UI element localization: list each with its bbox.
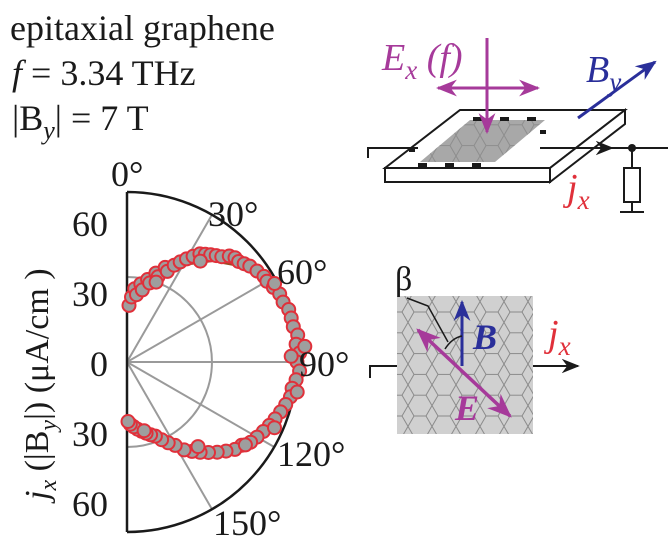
data-point	[297, 338, 313, 354]
data-point	[190, 439, 206, 455]
data-point	[237, 437, 253, 453]
b-vec-label: B	[472, 317, 497, 357]
grid-spoke-60	[126, 276, 275, 363]
data-point	[267, 420, 282, 436]
ex-label: Ex (f)	[381, 37, 463, 85]
grid-spoke-30	[126, 214, 213, 363]
data-point	[267, 276, 283, 291]
angle-tick-0: 0°	[111, 154, 143, 194]
radial-tick-upper: 0	[90, 344, 108, 384]
radial-tick-lower: 60	[72, 484, 108, 524]
left-lead	[367, 147, 418, 158]
contacts	[409, 117, 546, 167]
angle-tick-60: 60°	[277, 252, 327, 292]
beta-arc	[444, 335, 463, 350]
e-vec-label: E	[454, 388, 479, 428]
e-vector	[416, 328, 512, 418]
angle-tick-30: 30°	[208, 194, 258, 234]
inset-left-lead	[369, 365, 397, 378]
by-arrow	[577, 60, 657, 120]
radial-tick-upper: 30	[72, 274, 108, 314]
data-point	[192, 253, 208, 269]
angle-tick-150: 150°	[213, 503, 281, 543]
data-point	[283, 348, 299, 364]
data-points	[120, 246, 313, 460]
caption-field: |By| = 7 T	[12, 98, 149, 145]
beta-leader	[406, 297, 449, 343]
jx-label: jx	[562, 167, 590, 215]
grid-spoke-120	[126, 361, 275, 448]
angle-tick-120: 120°	[277, 434, 345, 474]
radial-tick-lower: 30	[72, 414, 108, 454]
radial-tick-labels: 60 30 0 30 60	[72, 204, 108, 524]
data-point	[120, 414, 136, 429]
vector-inset: β B E jx	[369, 261, 580, 434]
setup-schematic: Ex (f) By jx	[367, 37, 668, 215]
data-point	[289, 384, 305, 400]
caption-frequency: f = 3.34 THz	[12, 53, 196, 93]
sample-slab-front	[384, 167, 551, 183]
radial-tick-upper: 60	[72, 204, 108, 244]
inset-jx-label: jx	[543, 313, 571, 361]
data-point	[148, 274, 164, 290]
polar-plot: 0° 30° 60° 90° 120° 150° 60 30 0 30 60 jx (|By|) …	[19, 154, 349, 543]
radial-axis-label: jx (|By|) (μA/cm )	[19, 268, 62, 504]
load-resistor	[623, 167, 641, 203]
by-label: By	[586, 49, 621, 97]
caption-line1: epitaxial graphene	[10, 8, 275, 48]
data-point	[136, 423, 152, 439]
beta-label: β	[395, 261, 412, 298]
sample-slab-side	[549, 107, 626, 185]
caption: epitaxial graphene f = 3.34 THz |By| = 7…	[10, 8, 275, 145]
angle-tick-90: 90°	[299, 344, 349, 384]
angle-tick-labels: 0° 30° 60° 90° 120° 150°	[111, 154, 349, 543]
